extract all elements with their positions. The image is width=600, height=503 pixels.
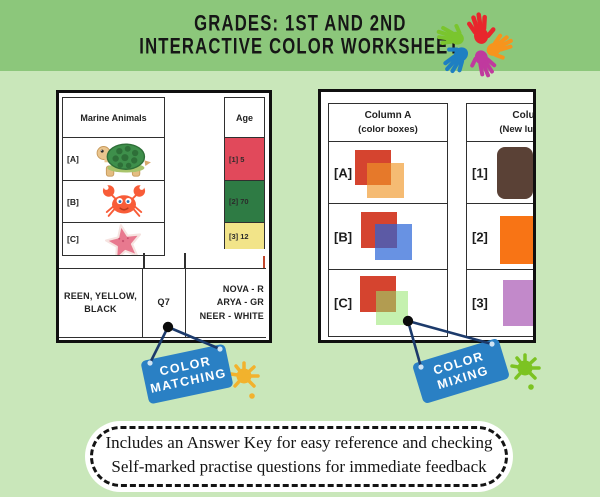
answer-text: BLACK xyxy=(84,304,117,314)
color-box-front xyxy=(367,163,404,198)
color-box xyxy=(497,147,533,199)
row-label: [C] xyxy=(334,295,353,311)
answer-cell: Q7 xyxy=(143,269,186,337)
row-label: [B] xyxy=(67,196,79,207)
column-b-header: Column B (New lunch box) xyxy=(467,104,535,142)
age-cell: [2] 70 xyxy=(225,180,264,222)
row-label: [1] xyxy=(472,165,488,180)
paint-splat-yellow-icon xyxy=(229,361,260,399)
page-title-line1: GRADES: 1ST AND 2ND xyxy=(193,11,407,36)
color-box-front xyxy=(375,224,412,260)
grid-line xyxy=(143,253,145,268)
table-row: [1] xyxy=(467,142,533,204)
crab-image xyxy=(83,183,164,220)
question-number: Q7 xyxy=(157,297,170,308)
column-b-table: Column B (New lunch box) [1] [2] [3] xyxy=(466,103,535,337)
answer-cell: REEN, YELLOW, BLACK xyxy=(59,269,143,337)
row-label: [C] xyxy=(67,234,79,244)
row-label: [A] xyxy=(334,165,353,180)
answer-text: REEN, YELLOW, xyxy=(64,290,137,301)
row-label: [3] xyxy=(472,295,488,311)
column-a-title: Column A xyxy=(364,109,412,121)
marine-animals-header: Marine Animals xyxy=(63,98,164,138)
table-row: [B] xyxy=(329,204,447,270)
table-row: [A] xyxy=(63,138,164,181)
footer-note: Includes an Answer Key for easy referenc… xyxy=(85,421,513,492)
answer-cell: NOVA - R ARYA - GR NEER - WHITE xyxy=(186,269,267,337)
table-row: [A] xyxy=(329,142,447,204)
row-label: [A] xyxy=(67,154,79,164)
answer-text: NEER - WHITE xyxy=(199,310,264,321)
hand-green-icon xyxy=(433,19,470,51)
starfish-image xyxy=(83,223,164,255)
color-matching-sheet: Marine Animals [A] xyxy=(56,90,272,343)
answer-text: ARYA - GR xyxy=(216,297,264,308)
color-mixing-sheet: Column A (color boxes) [A] [B] [C] Colu xyxy=(318,89,536,343)
age-table: Age [1] 5 [2] 70 [3] 12 xyxy=(224,97,265,249)
color-box xyxy=(500,216,533,264)
column-a-table: Column A (color boxes) [A] [B] [C] xyxy=(328,103,448,337)
handprints-icon xyxy=(433,2,520,82)
column-a-header: Column A (color boxes) xyxy=(329,104,447,142)
bottom-margin xyxy=(0,497,600,503)
column-a-subtitle: (color boxes) xyxy=(358,123,418,135)
grid-line xyxy=(184,253,186,268)
age-header: Age xyxy=(235,112,253,123)
age-cell: [3] 12 xyxy=(225,222,264,249)
hand-blue-icon xyxy=(439,41,473,76)
column-b-subtitle: (New lunch box) xyxy=(499,123,534,135)
answer-row: REEN, YELLOW, BLACK Q7 NOVA - R ARYA - G… xyxy=(59,268,266,338)
page-title-line2: INTERACTIVE COLOR WORKSHEET xyxy=(139,34,461,59)
table-row: [2] xyxy=(467,204,533,270)
color-matching-tag: COLOR MATCHING xyxy=(140,343,234,405)
table-row: [B] xyxy=(63,181,164,223)
footer-line1: Includes an Answer Key for easy referenc… xyxy=(105,433,493,452)
paint-splat-green-icon xyxy=(510,353,541,390)
hand-red-icon xyxy=(468,13,495,45)
table-row: [3] xyxy=(467,270,533,336)
turtle-image xyxy=(83,140,164,179)
age-cell: [1] 5 xyxy=(225,137,264,180)
table-row: [C] xyxy=(63,223,164,255)
color-mixing-tag: COLOR MIXING xyxy=(411,337,511,405)
color-box-front xyxy=(376,291,408,325)
column-b-title: Column B xyxy=(512,109,535,121)
row-label: [B] xyxy=(334,229,353,244)
answer-text: NOVA - R xyxy=(222,283,264,294)
color-box xyxy=(503,280,533,326)
row-label: [2] xyxy=(472,229,488,244)
footer-line2: Self-marked practise questions for immed… xyxy=(111,457,487,477)
cursor-mark xyxy=(263,256,265,268)
marine-animals-table: Marine Animals [A] xyxy=(62,97,165,256)
dashed-border xyxy=(90,426,508,487)
table-row: [C] xyxy=(329,270,447,336)
